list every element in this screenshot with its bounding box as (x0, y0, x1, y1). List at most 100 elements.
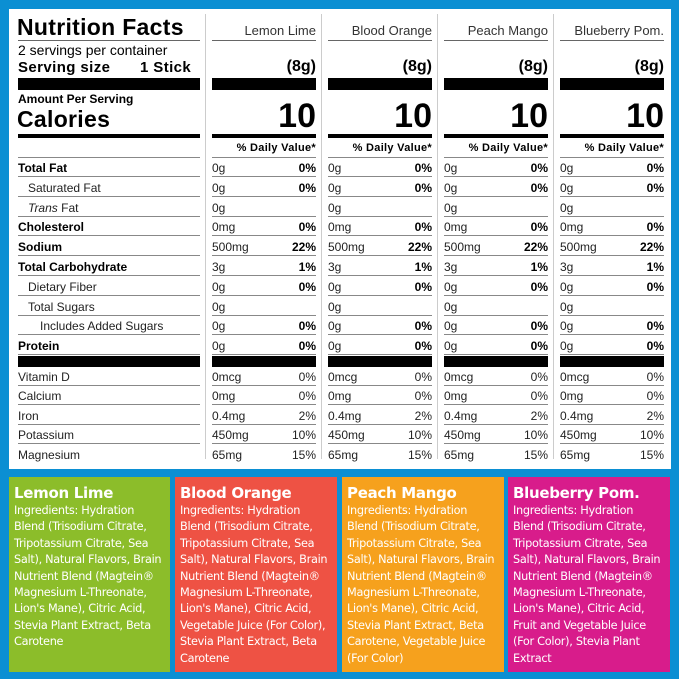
row-divider (560, 215, 664, 217)
nutrient-amount: 0g (444, 319, 458, 334)
nutrient-label: Trans Fat (28, 201, 78, 215)
row-divider (560, 404, 664, 406)
nutrient-amount: 0mg (444, 220, 468, 235)
row-divider (444, 255, 548, 257)
row-divider (18, 176, 200, 177)
nutrient-amount: 0mcg (444, 370, 474, 384)
ingredients-label: Ingredients: (513, 504, 577, 517)
divider (212, 157, 316, 158)
nutrient-daily-value: 15% (407, 447, 432, 462)
nutrient-daily-value: 1% (414, 260, 432, 274)
nutrient-amount: 65mg (212, 447, 243, 462)
row-divider (212, 176, 316, 177)
nutrient-daily-value: 22% (291, 240, 316, 255)
nutrient-amount: 450mg (212, 428, 249, 443)
nutrient-amount: 450mg (560, 428, 597, 443)
nutrient-amount: 0g (560, 339, 574, 354)
row-divider (444, 314, 548, 316)
nutrient-amount: 0mg (328, 220, 352, 235)
nutrient-daily-value: 0% (530, 389, 548, 404)
nutrient-label: Vitamin D (18, 370, 70, 384)
serving-grams: (8g) (286, 58, 316, 75)
nutrient-amount: 0g (328, 299, 342, 314)
nutrient-label: Saturated Fat (28, 181, 101, 195)
ingredients-text: Ingredients: Hydration Blend (Trisodium … (14, 503, 165, 651)
nutrient-amount: 3g (444, 260, 458, 274)
row-divider (444, 443, 548, 445)
thick-bar (560, 356, 664, 367)
row-divider (18, 404, 200, 406)
nutrient-daily-value: 0% (298, 370, 316, 384)
nutrient-amount: 450mg (328, 428, 365, 443)
nutrient-amount: 500mg (560, 240, 597, 255)
nutrient-amount: 0g (328, 200, 342, 215)
row-divider (444, 176, 548, 177)
row-divider (212, 314, 316, 316)
row-divider (18, 215, 200, 217)
nutrient-daily-value: 0% (298, 339, 316, 354)
ingredients-box-title: Peach Mango (347, 484, 457, 502)
ingredients-label: Ingredients: (347, 504, 411, 517)
nutrient-daily-value: 10% (639, 428, 664, 443)
nutrient-amount: 3g (212, 260, 226, 274)
nutrient-daily-value: 0% (530, 180, 548, 195)
ingredients-box-title: Blood Orange (180, 484, 292, 502)
ingredients-list: Hydration Blend (Trisodium Citrate, Trip… (180, 504, 328, 665)
row-divider (18, 334, 200, 336)
row-divider (328, 176, 432, 177)
nutrient-daily-value: 2% (646, 408, 664, 423)
nutrient-amount: 0g (212, 180, 226, 195)
product-name: Peach Mango (467, 23, 548, 38)
row-divider (18, 235, 200, 237)
row-divider (560, 334, 664, 336)
nutrient-amount: 0g (212, 319, 226, 334)
nutrient-daily-value: 0% (414, 339, 432, 354)
nutrient-daily-value: 22% (523, 240, 548, 255)
row-divider (212, 294, 316, 296)
nutrient-label-text: Total Fat (18, 161, 68, 175)
ingredients-box-title: Lemon Lime (14, 484, 114, 502)
nutrient-amount: 0g (560, 279, 574, 294)
calories-value: 10 (394, 97, 432, 135)
row-divider (560, 443, 664, 445)
medium-bar (444, 134, 548, 138)
nutrient-amount: 0mcg (560, 370, 590, 384)
nutrient-label-text: Vitamin D (18, 370, 70, 384)
nutrient-daily-value: 2% (414, 408, 432, 423)
nutrient-amount: 0g (212, 279, 226, 294)
row-divider (444, 195, 548, 197)
calories-value: 10 (626, 97, 664, 135)
ingredients-label: Ingredients: (180, 504, 244, 517)
nutrient-amount: 0g (444, 200, 458, 215)
nutrient-amount: 0mg (212, 220, 236, 235)
nutrient-label-text: Cholesterol (18, 220, 85, 235)
row-divider (444, 423, 548, 425)
nutrient-daily-value: 0% (530, 370, 548, 384)
row-divider (444, 215, 548, 217)
serving-grams: (8g) (634, 58, 664, 75)
nutrient-daily-value: 1% (298, 260, 316, 274)
nutrient-amount: 500mg (444, 240, 481, 255)
column-divider (205, 14, 206, 459)
row-divider (560, 385, 664, 386)
daily-value-header: % Daily Value* (236, 142, 316, 154)
nutrient-amount: 0g (328, 339, 342, 354)
thick-bar (560, 78, 664, 90)
row-divider (18, 255, 200, 257)
row-divider (212, 195, 316, 197)
row-divider (18, 423, 200, 425)
nutrient-amount: 0g (212, 339, 226, 354)
nutrient-daily-value: 2% (530, 408, 548, 423)
row-divider (328, 385, 432, 386)
row-divider (560, 195, 664, 197)
thick-bar (18, 356, 200, 367)
row-divider (560, 423, 664, 425)
nutrient-label: Potassium (18, 428, 74, 442)
daily-value-header: % Daily Value* (584, 142, 664, 154)
ingredients-label: Ingredients: (14, 504, 78, 517)
medium-bar (18, 134, 200, 138)
nutrient-daily-value: 0% (298, 319, 316, 334)
nutrition-facts-title: Nutrition Facts (17, 14, 184, 40)
nutrient-daily-value: 0% (414, 370, 432, 384)
nutrient-daily-value: 0% (646, 180, 664, 195)
